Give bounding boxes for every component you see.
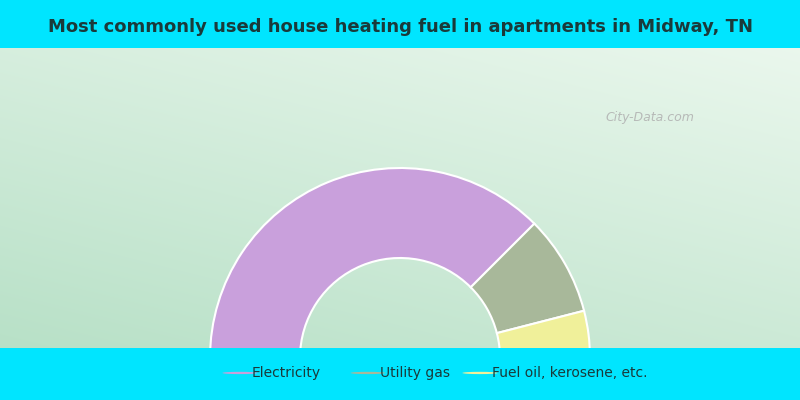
Text: Electricity: Electricity bbox=[252, 366, 321, 380]
Text: Most commonly used house heating fuel in apartments in Midway, TN: Most commonly used house heating fuel in… bbox=[47, 18, 753, 36]
Circle shape bbox=[222, 372, 258, 374]
Text: City-Data.com: City-Data.com bbox=[606, 112, 694, 124]
Circle shape bbox=[350, 372, 386, 374]
Wedge shape bbox=[470, 224, 584, 333]
Text: Utility gas: Utility gas bbox=[380, 366, 450, 380]
Wedge shape bbox=[497, 311, 590, 358]
Wedge shape bbox=[210, 168, 534, 358]
Circle shape bbox=[462, 372, 498, 374]
Text: Fuel oil, kerosene, etc.: Fuel oil, kerosene, etc. bbox=[492, 366, 647, 380]
